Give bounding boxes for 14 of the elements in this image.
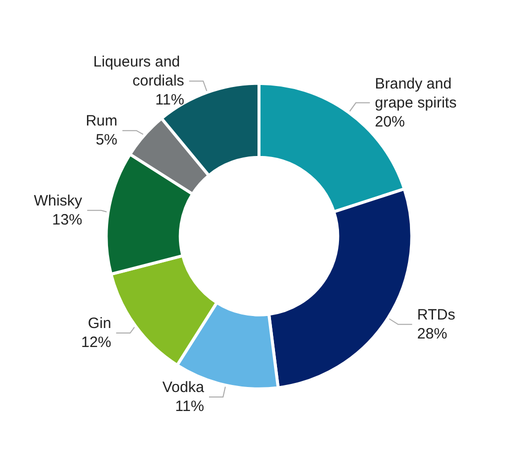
slice-label: Brandy and grape spirits — [374, 75, 457, 112]
slice-label: Rum — [86, 112, 118, 130]
data-label: 20% — [374, 113, 405, 130]
slice-label: RTDs — [417, 306, 456, 324]
slice-label: Gin — [88, 314, 112, 332]
data-label: 13% — [52, 211, 82, 228]
data-label: 11% — [175, 398, 204, 415]
data-label: 5% — [96, 132, 118, 149]
data-label: 28% — [417, 325, 448, 342]
data-label: 11% — [155, 92, 184, 109]
slice-label: Liqueurs and cordials — [93, 54, 184, 90]
data-label: 12% — [81, 334, 112, 351]
slice-label: Vodka — [162, 378, 205, 396]
slice-label: Whisky — [34, 192, 83, 210]
